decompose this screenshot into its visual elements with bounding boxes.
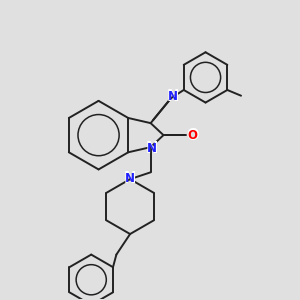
- Text: N: N: [147, 142, 157, 155]
- Text: N: N: [146, 141, 158, 156]
- Text: O: O: [187, 129, 197, 142]
- Text: N: N: [167, 90, 177, 103]
- Text: N: N: [166, 89, 178, 104]
- Text: N: N: [125, 172, 135, 184]
- Text: O: O: [186, 128, 198, 142]
- Text: N: N: [124, 170, 136, 185]
